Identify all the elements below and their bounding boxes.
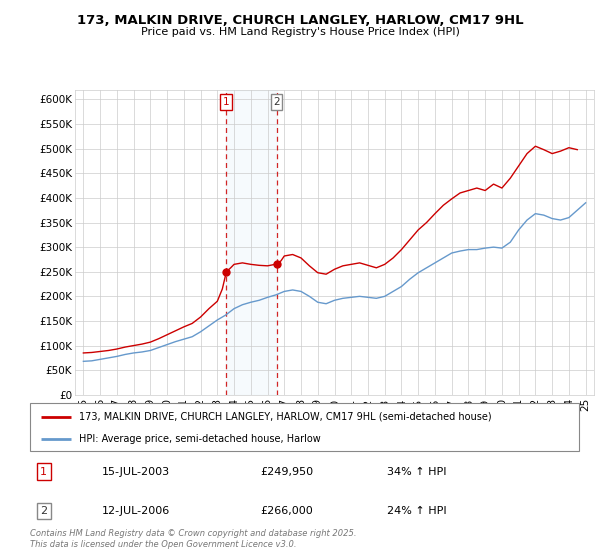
Text: 1: 1 xyxy=(223,97,230,107)
Text: £249,950: £249,950 xyxy=(260,467,314,477)
Text: HPI: Average price, semi-detached house, Harlow: HPI: Average price, semi-detached house,… xyxy=(79,434,321,444)
FancyBboxPatch shape xyxy=(30,403,579,451)
Text: 15-JUL-2003: 15-JUL-2003 xyxy=(101,467,169,477)
Text: 24% ↑ HPI: 24% ↑ HPI xyxy=(387,506,446,516)
Bar xyxy=(226,90,277,395)
Text: 2: 2 xyxy=(40,506,47,516)
Text: £266,000: £266,000 xyxy=(260,506,313,516)
Text: Contains HM Land Registry data © Crown copyright and database right 2025.
This d: Contains HM Land Registry data © Crown c… xyxy=(30,529,356,549)
Text: 2: 2 xyxy=(273,97,280,107)
Text: 1: 1 xyxy=(40,467,47,477)
Text: 34% ↑ HPI: 34% ↑ HPI xyxy=(387,467,446,477)
Text: Price paid vs. HM Land Registry's House Price Index (HPI): Price paid vs. HM Land Registry's House … xyxy=(140,27,460,37)
Text: 173, MALKIN DRIVE, CHURCH LANGLEY, HARLOW, CM17 9HL: 173, MALKIN DRIVE, CHURCH LANGLEY, HARLO… xyxy=(77,14,523,27)
Text: 12-JUL-2006: 12-JUL-2006 xyxy=(101,506,170,516)
Text: 173, MALKIN DRIVE, CHURCH LANGLEY, HARLOW, CM17 9HL (semi-detached house): 173, MALKIN DRIVE, CHURCH LANGLEY, HARLO… xyxy=(79,412,492,422)
